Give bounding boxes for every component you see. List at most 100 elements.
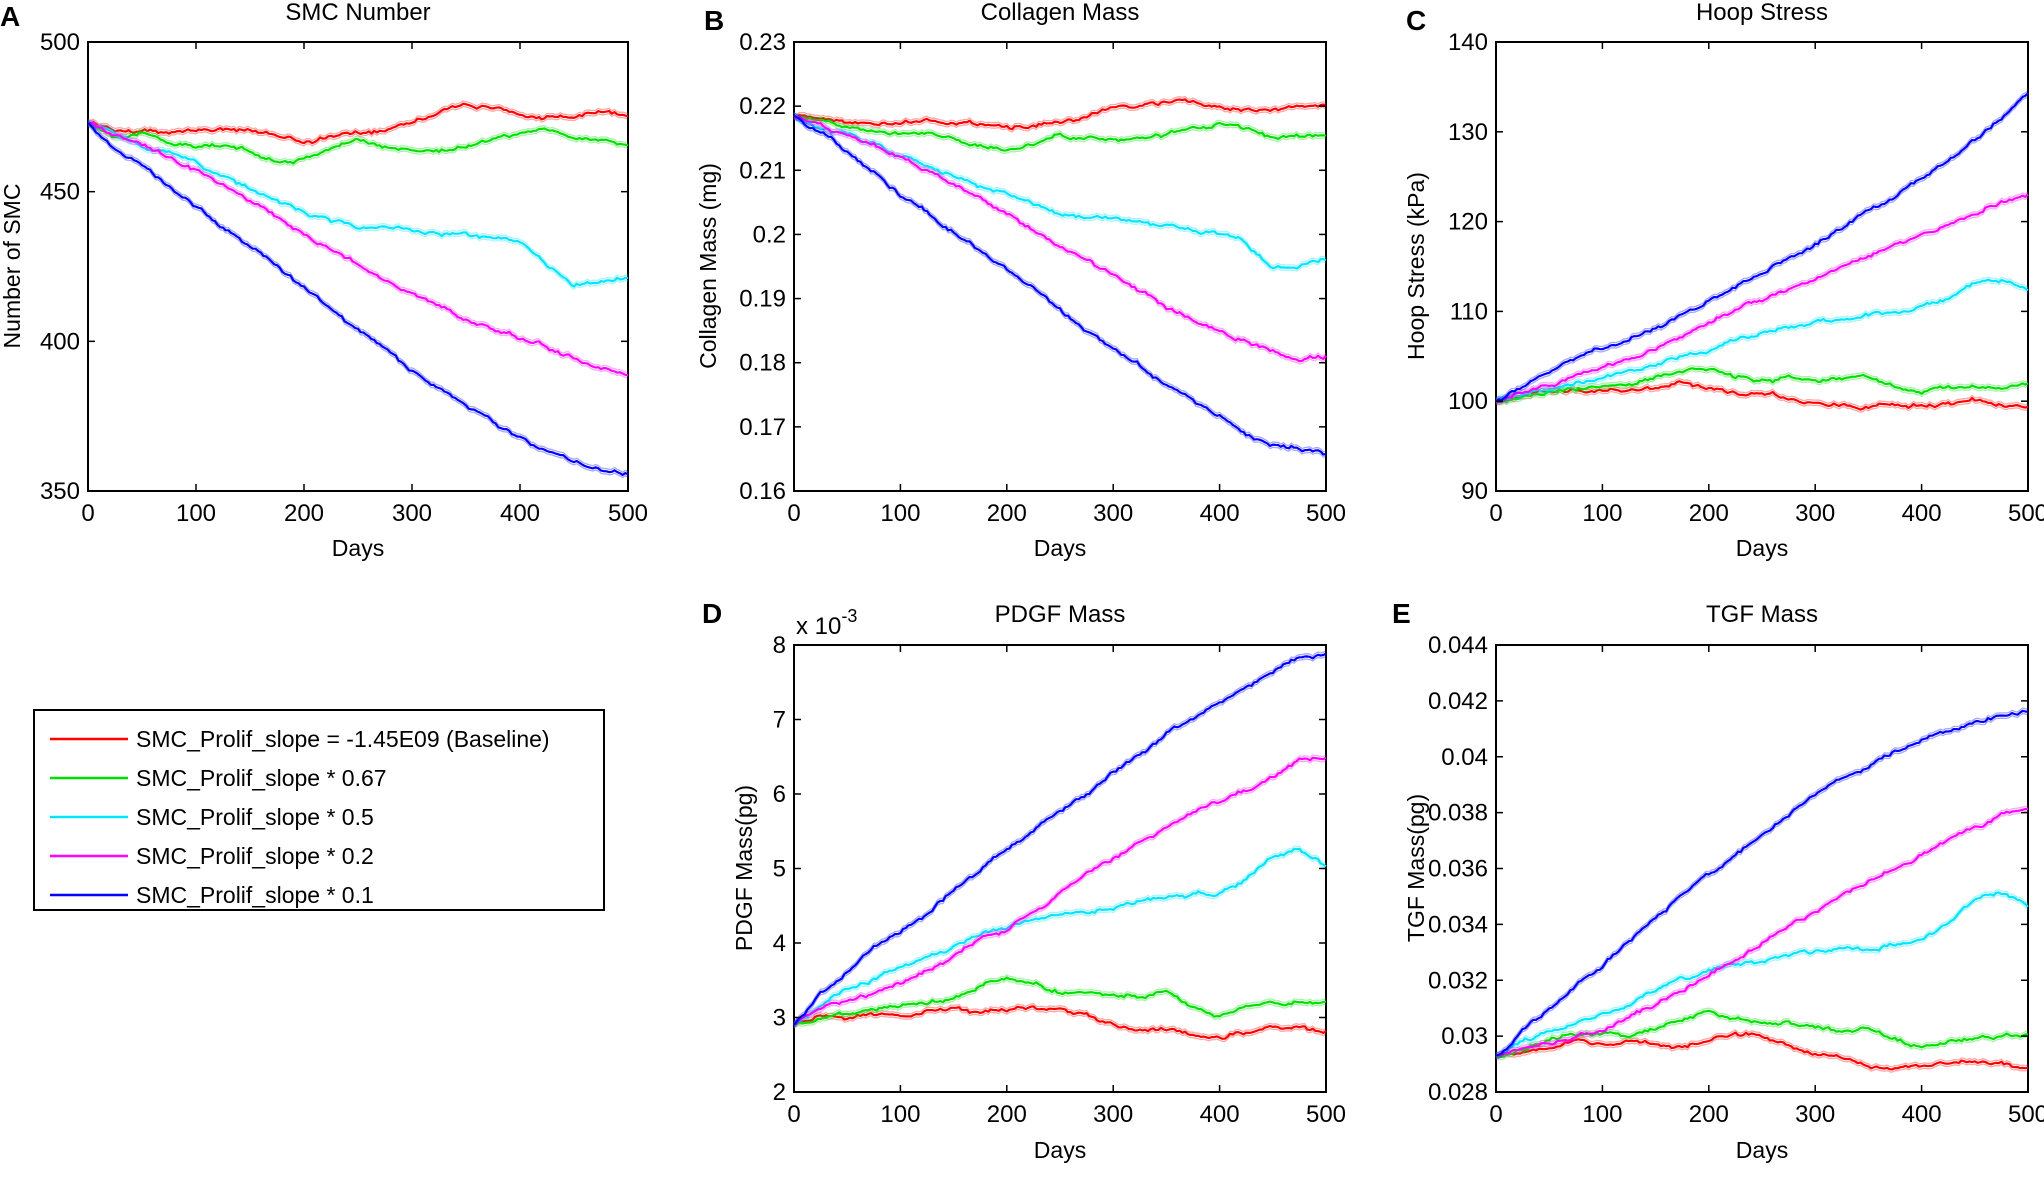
panel-c-band-lower bbox=[1495, 196, 2029, 405]
panel-d-ytick-label: 8 bbox=[773, 632, 786, 659]
panel-a-series-smc-prolif-slope-0-67 bbox=[87, 119, 629, 167]
panel-a-band-upper bbox=[87, 119, 629, 162]
legend-label: SMC_Prolif_slope * 0.67 bbox=[136, 765, 387, 791]
panel-d-xtick-label: 100 bbox=[880, 1101, 920, 1128]
panel-a-ytick-label: 350 bbox=[40, 478, 80, 505]
panel-b-ytick-label: 0.2 bbox=[753, 221, 786, 248]
panel-c-xtick-label: 0 bbox=[1489, 500, 1502, 527]
panel-c-band-lower bbox=[1495, 281, 2029, 405]
panel-e-ytick-label: 0.032 bbox=[1428, 967, 1488, 994]
panel-b-xtick-label: 500 bbox=[1306, 500, 1346, 527]
panel-d-series-smc-prolif-slope-0-5 bbox=[793, 845, 1327, 1028]
panel-d-band-upper bbox=[793, 754, 1327, 1023]
panel-d-xtick-label: 400 bbox=[1200, 1101, 1240, 1128]
panel-a-series-smc-prolif-slope-1-45e09-baseline bbox=[87, 100, 629, 147]
panel-d-band-lower bbox=[793, 850, 1327, 1028]
panel-d-series bbox=[793, 650, 1327, 1043]
panel-e-band-upper bbox=[1495, 1007, 2029, 1055]
panel-c-ylabel: Hoop Stress (kPa) bbox=[1403, 172, 1429, 360]
panel-a: A SMC Number 0 100 200 300 400 500 350 400 450 50… bbox=[0, 0, 648, 561]
panel-c-plot-area bbox=[1495, 41, 2029, 492]
panel-d-line bbox=[793, 976, 1327, 1027]
panel-b-line bbox=[793, 98, 1327, 131]
panel-a-ytick-label: 450 bbox=[40, 179, 80, 206]
panel-c-ytick-label: 100 bbox=[1448, 388, 1488, 415]
panel-e-ytick-label: 0.042 bbox=[1428, 688, 1488, 715]
panel-e-line bbox=[1495, 1031, 2029, 1071]
panel-b-ytick-label: 0.23 bbox=[739, 29, 786, 56]
panel-d-band-upper bbox=[793, 974, 1327, 1023]
panel-a-band-lower bbox=[87, 124, 629, 291]
panel-d-series-smc-prolif-slope-0-67 bbox=[793, 974, 1327, 1029]
panel-c-xlabel: Days bbox=[1736, 535, 1788, 561]
panel-c-series-smc-prolif-slope-0-67 bbox=[1495, 364, 2029, 406]
panel-e-ylabel: TGF Mass(pg) bbox=[1403, 794, 1429, 942]
panel-e-band-lower bbox=[1495, 894, 2029, 1060]
panel-a-series-smc-prolif-slope-0-5 bbox=[87, 119, 629, 291]
panel-e-line bbox=[1495, 891, 2029, 1057]
panel-b-ylabel: Collagen Mass (mg) bbox=[695, 163, 721, 369]
panel-b-title: Collagen Mass bbox=[981, 0, 1140, 26]
panel-d-title: PDGF Mass bbox=[995, 601, 1126, 628]
panel-b-band-upper bbox=[793, 112, 1327, 453]
panel-a-band-lower bbox=[87, 124, 629, 167]
panel-d-line bbox=[793, 847, 1327, 1026]
panel-letter-d: D bbox=[702, 598, 722, 629]
legend: SMC_Prolif_slope = -1.45E09 (Baseline) S… bbox=[33, 709, 605, 911]
panel-a-series-smc-prolif-slope-0-2 bbox=[87, 119, 629, 379]
panel-d-ytick-label: 7 bbox=[773, 707, 786, 734]
panel-d-series-smc-prolif-slope-0-1 bbox=[793, 650, 1327, 1029]
panel-d-band-upper bbox=[793, 650, 1327, 1023]
panel-d-band-lower bbox=[793, 1008, 1327, 1043]
panel-e-band-lower bbox=[1495, 1012, 2029, 1061]
panel-e-band-upper bbox=[1495, 1029, 2029, 1068]
panel-e-xtick-label: 200 bbox=[1689, 1101, 1729, 1128]
panel-e-ytick-label: 0.03 bbox=[1441, 1023, 1488, 1050]
panel-b-ytick-label: 0.19 bbox=[739, 286, 786, 313]
panel-d-exponent-base: x 10 bbox=[796, 613, 841, 640]
panel-a-line bbox=[87, 122, 629, 476]
panel-e-line bbox=[1495, 807, 2029, 1057]
panel-c-band-lower bbox=[1495, 370, 2029, 406]
panel-c-band-lower bbox=[1495, 383, 2029, 413]
panel-b-line bbox=[793, 114, 1327, 152]
panel-d-series-smc-prolif-slope-1-45e09-baseline bbox=[793, 1002, 1327, 1043]
panel-c-line bbox=[1495, 193, 2029, 403]
panel-a-line bbox=[87, 121, 629, 377]
panel-e-xlabel: Days bbox=[1736, 1137, 1788, 1163]
panel-b-xtick-label: 100 bbox=[880, 500, 920, 527]
panel-e-xtick-label: 300 bbox=[1795, 1101, 1835, 1128]
panel-c-line bbox=[1495, 278, 2029, 403]
panel-b-ytick-label: 0.17 bbox=[739, 414, 786, 441]
panel-b: B Collagen Mass 0 100 200 300 400 500 0.16 0.17… bbox=[695, 0, 1346, 561]
panel-a-band-upper bbox=[87, 119, 629, 285]
panel-a-xlabel: Days bbox=[332, 535, 384, 561]
panel-d-band-upper bbox=[793, 845, 1327, 1023]
panel-a-line bbox=[87, 121, 629, 165]
panel-d-ylabel: PDGF Mass(pg) bbox=[731, 785, 757, 951]
panel-b-band-upper bbox=[793, 95, 1327, 128]
panel-e-series-smc-prolif-slope-0-2 bbox=[1495, 805, 2029, 1060]
panel-d-ytick-label: 5 bbox=[773, 856, 786, 883]
panel-c-xtick-label: 300 bbox=[1795, 500, 1835, 527]
panel-d: D PDGF Mass x 10-3 0 100 200 300 400 500 2 3 4 5 6… bbox=[702, 598, 1346, 1163]
panel-d-ytick-label: 2 bbox=[773, 1079, 786, 1106]
panel-b-series-smc-prolif-slope-1-45e09-baseline bbox=[793, 95, 1327, 133]
panel-d-band-lower bbox=[793, 979, 1327, 1029]
panel-c-band-upper bbox=[1495, 364, 2029, 401]
panel-a-title: SMC Number bbox=[285, 0, 430, 26]
panel-c-line bbox=[1495, 380, 2029, 411]
panel-c-series-smc-prolif-slope-0-5 bbox=[1495, 276, 2029, 405]
panel-a-xtick-label: 0 bbox=[81, 500, 94, 527]
panel-a-series bbox=[87, 100, 629, 479]
panel-c-band-lower bbox=[1495, 95, 2029, 405]
panel-c: C Hoop Stress 0 100 200 300 400 500 90 100 110 12… bbox=[1403, 0, 2044, 561]
panel-b-xtick-label: 400 bbox=[1200, 500, 1240, 527]
panel-d-xlabel: Days bbox=[1034, 1137, 1086, 1163]
legend-item: SMC_Prolif_slope * 0.1 bbox=[50, 882, 374, 908]
panel-c-series-smc-prolif-slope-0-1 bbox=[1495, 90, 2029, 405]
panel-e-band-lower bbox=[1495, 810, 2029, 1060]
panel-letter-b: B bbox=[704, 5, 724, 36]
panel-b-ticks: 0 100 200 300 400 500 0.16 0.17 0.18 0.19 0.2 0.21 0… bbox=[739, 29, 1346, 527]
panel-d-ticks: 0 100 200 300 400 500 2 3 4 5 6 7 8 bbox=[773, 632, 1346, 1128]
